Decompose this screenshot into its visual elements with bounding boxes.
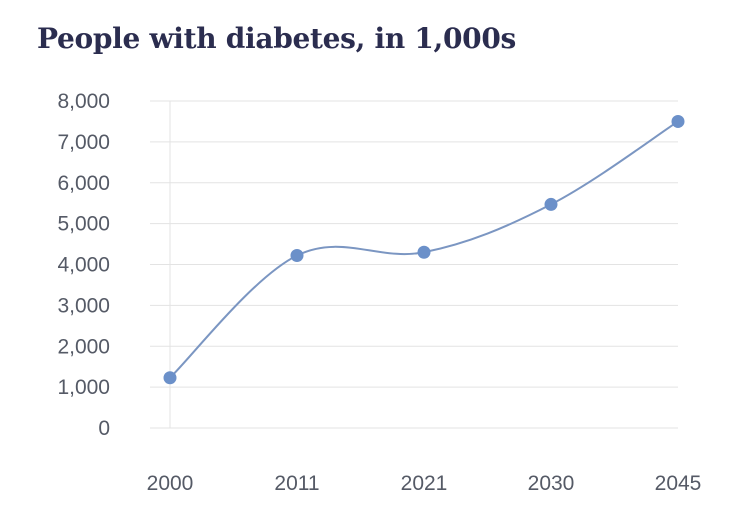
chart-title: People with diabetes, in 1,000s xyxy=(37,22,516,55)
data-point[interactable] xyxy=(290,249,304,263)
y-tick-label: 7,000 xyxy=(57,131,110,154)
data-point[interactable] xyxy=(671,114,685,128)
x-axis-ticks: 2000 2011 2021 2030 2045 xyxy=(147,472,702,495)
data-point[interactable] xyxy=(544,197,558,211)
x-tick-label: 2021 xyxy=(401,472,448,495)
data-point[interactable] xyxy=(417,245,431,259)
y-axis-ticks: 0 1,000 2,000 3,000 4,000 5,000 6,000 7,000 8,00… xyxy=(57,90,110,440)
data-points xyxy=(163,114,685,385)
x-tick-label: 2000 xyxy=(147,472,194,495)
y-tick-label: 8,000 xyxy=(57,90,110,113)
y-tick-label: 4,000 xyxy=(57,254,110,277)
y-tick-label: 3,000 xyxy=(57,294,110,317)
x-tick-label: 2030 xyxy=(528,472,575,495)
y-tick-label: 0 xyxy=(98,417,110,440)
y-tick-label: 2,000 xyxy=(57,335,110,358)
y-tick-label: 1,000 xyxy=(57,376,110,399)
x-tick-label: 2045 xyxy=(655,472,702,495)
x-tick-label: 2011 xyxy=(274,472,319,495)
data-point[interactable] xyxy=(163,371,177,385)
gridlines xyxy=(150,100,678,429)
y-tick-label: 5,000 xyxy=(57,213,110,236)
y-tick-label: 6,000 xyxy=(57,172,110,195)
